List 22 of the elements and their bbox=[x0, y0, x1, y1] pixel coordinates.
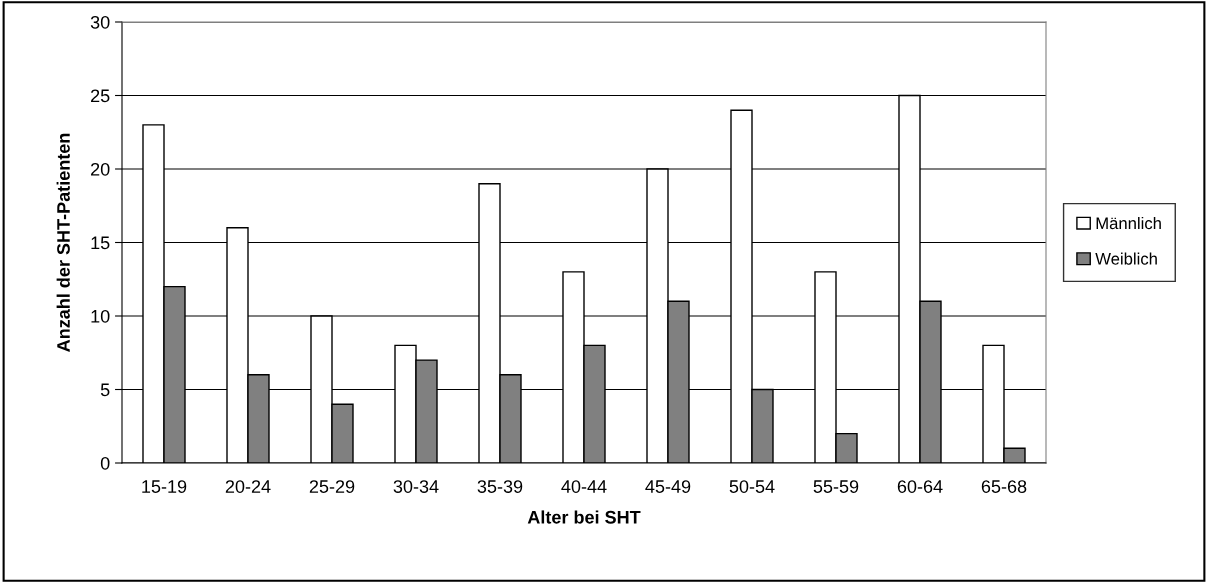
x-tick-label: 60-64 bbox=[897, 480, 943, 493]
x-tick-label: 40-44 bbox=[561, 480, 607, 493]
x-tick-label: 20-24 bbox=[225, 480, 271, 493]
y-tick-label: 0 bbox=[100, 456, 110, 470]
y-tick-label: 10 bbox=[91, 309, 110, 323]
x-tick-label: 30-34 bbox=[393, 480, 439, 493]
x-tick-label: 55-59 bbox=[813, 480, 859, 493]
x-tick-label: 35-39 bbox=[477, 480, 523, 493]
x-tick-label: 25-29 bbox=[309, 480, 355, 493]
y-tick-label: 25 bbox=[91, 89, 110, 103]
y-axis-title: Anzahl der SHT-Patienten bbox=[56, 133, 70, 352]
x-tick-label: 45-49 bbox=[645, 480, 691, 493]
legend-label: Männlich bbox=[1096, 216, 1161, 230]
x-tick-label: 65-68 bbox=[981, 480, 1027, 493]
y-tick-label: 20 bbox=[91, 162, 110, 176]
y-tick-label: 5 bbox=[100, 383, 110, 397]
x-tick-label: 15-19 bbox=[142, 480, 187, 493]
x-axis-title: Alter bei SHT bbox=[527, 510, 641, 524]
x-tick-label: 50-54 bbox=[729, 480, 775, 493]
y-tick-label: 15 bbox=[91, 236, 110, 250]
y-tick-label: 30 bbox=[90, 15, 110, 29]
legend-label: Weiblich bbox=[1095, 252, 1157, 265]
